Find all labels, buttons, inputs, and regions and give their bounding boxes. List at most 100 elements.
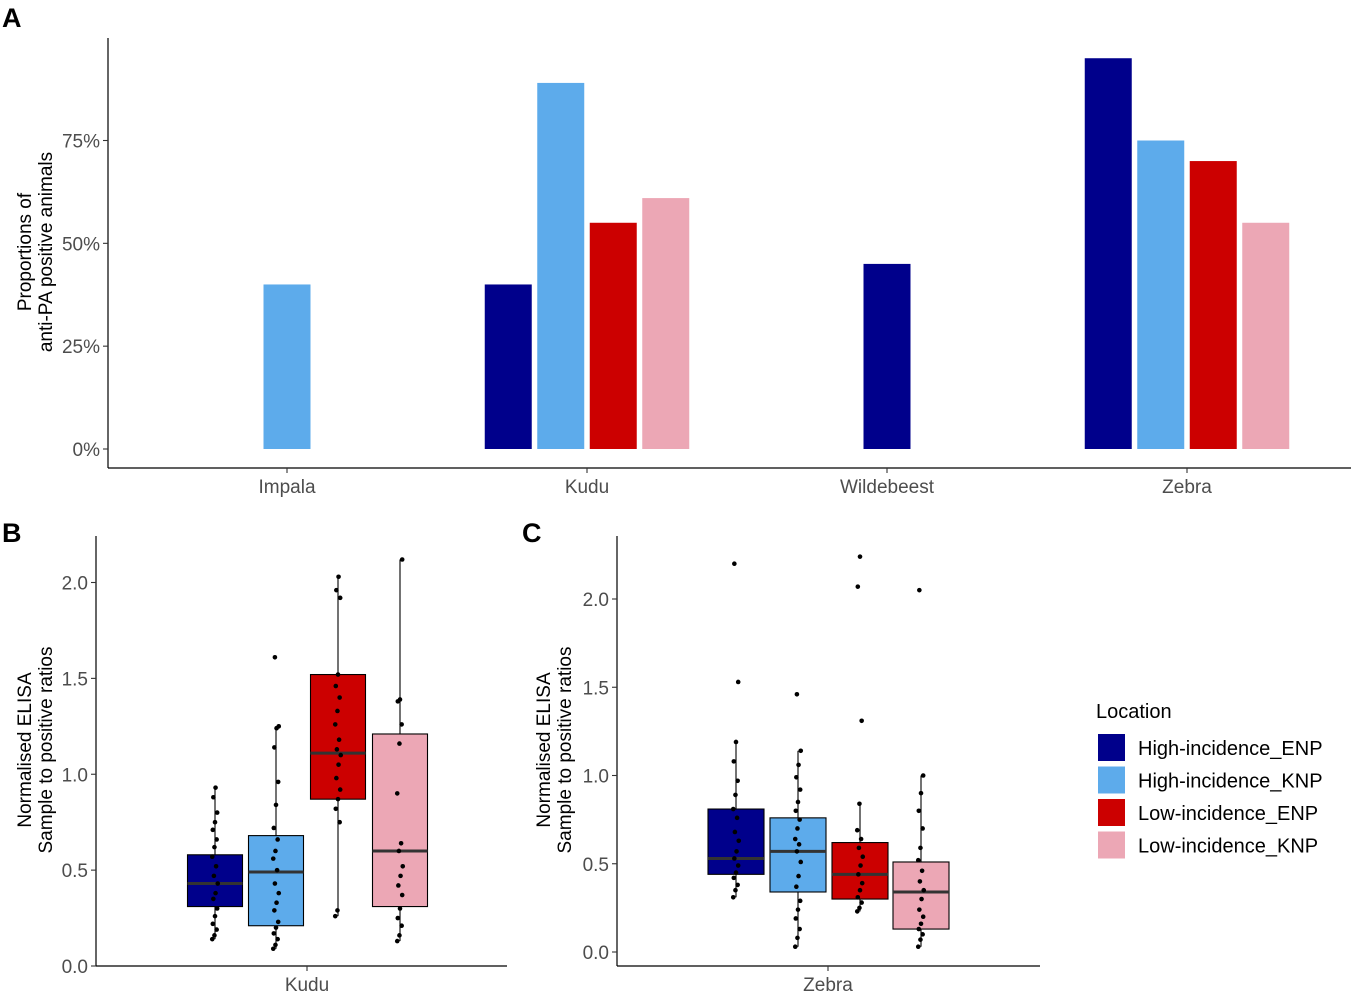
- data-point: [334, 775, 339, 781]
- data-point: [338, 752, 344, 758]
- data-point: [336, 737, 342, 743]
- data-point: [209, 936, 215, 942]
- panel-a-ylabel-line2: anti-PA positive animals: [36, 152, 57, 352]
- data-point: [272, 745, 277, 750]
- panel-a-category-impala: Impala: [258, 477, 315, 498]
- panel-a-ylabel-line1: Proportions of: [15, 192, 36, 311]
- box-low-incidence-knp: [371, 557, 429, 944]
- data-point: [796, 762, 801, 768]
- data-point: [735, 863, 741, 868]
- data-point: [335, 672, 341, 677]
- data-point: [730, 894, 736, 900]
- bar-kudu-high-incidence-knp: [537, 82, 585, 449]
- data-point: [214, 906, 220, 911]
- panel-b-ytick-label: 2.0: [62, 574, 88, 595]
- panel-label-a: A: [2, 3, 22, 33]
- data-point: [797, 926, 802, 932]
- iqr-box: [371, 733, 429, 908]
- data-point: [335, 708, 340, 714]
- data-point: [857, 554, 863, 559]
- data-point: [736, 838, 742, 844]
- data-point: [795, 935, 800, 941]
- data-point: [211, 794, 216, 800]
- legend-title: Location: [1096, 701, 1172, 723]
- panel-a-bars: [263, 58, 1290, 450]
- data-point: [336, 574, 341, 580]
- data-point: [796, 873, 801, 879]
- data-point: [735, 778, 740, 784]
- data-point: [396, 848, 402, 854]
- data-point: [797, 817, 802, 822]
- data-point: [394, 938, 400, 944]
- panel-c-ylabel-line2: Sample to positive ratios: [555, 647, 576, 854]
- iqr-box: [309, 673, 367, 800]
- data-point: [733, 887, 738, 893]
- data-point: [856, 872, 861, 877]
- panel-a-category-zebra: Zebra: [1162, 477, 1212, 498]
- data-point: [733, 870, 739, 875]
- data-point: [212, 844, 217, 850]
- data-point: [213, 890, 218, 896]
- data-point: [395, 915, 401, 921]
- data-point: [212, 913, 218, 919]
- data-point: [732, 856, 737, 861]
- data-point: [337, 595, 343, 601]
- data-point: [333, 683, 339, 689]
- panel-b-ytick-label: 1.5: [62, 669, 88, 690]
- panel-b-category-label: Kudu: [285, 975, 329, 992]
- box-low-incidence-enp: [309, 574, 367, 919]
- data-point: [858, 863, 863, 868]
- data-point: [213, 785, 218, 790]
- data-point: [795, 907, 801, 912]
- panel-c-ytick-label: 1.0: [583, 767, 609, 788]
- data-point: [215, 881, 221, 886]
- panel-label-b: B: [2, 518, 22, 548]
- panel-c-ytick-label: 1.5: [583, 678, 609, 699]
- data-point: [399, 892, 405, 898]
- data-point: [794, 774, 799, 780]
- data-point: [918, 937, 923, 942]
- data-point: [920, 914, 926, 919]
- data-point: [921, 887, 927, 893]
- data-point: [275, 936, 280, 942]
- data-point: [271, 825, 277, 831]
- data-point: [397, 741, 402, 746]
- legend-label-low-incidence-enp: Low-incidence_ENP: [1138, 803, 1318, 825]
- panel-label-c: C: [522, 518, 542, 548]
- data-point: [917, 879, 923, 884]
- data-point: [397, 697, 403, 702]
- data-point: [735, 882, 740, 888]
- data-point: [332, 913, 338, 919]
- data-point: [857, 887, 863, 893]
- data-point: [859, 900, 864, 905]
- panel-b-ytick-label: 0.5: [62, 861, 88, 882]
- data-point: [798, 748, 804, 754]
- data-point: [273, 942, 278, 948]
- data-point: [398, 840, 404, 846]
- data-point: [276, 890, 282, 896]
- panel-b-ylabel-line2: Sample to positive ratios: [36, 647, 57, 854]
- box-low-incidence-enp: [831, 554, 889, 914]
- data-point: [210, 827, 216, 833]
- data-point: [399, 722, 404, 727]
- data-point: [793, 808, 799, 814]
- bar-kudu-low-incidence-enp: [589, 222, 637, 449]
- box-high-incidence-knp: [247, 654, 305, 952]
- data-point: [214, 927, 219, 932]
- data-point: [733, 739, 739, 745]
- data-point: [917, 907, 922, 912]
- panel-c-ytick-label: 0.0: [583, 943, 609, 964]
- panel-c-box-chart: 0.0 0.5 1.0 1.5 2.0 Zebra Normalised ELISA Sa…: [534, 536, 1040, 992]
- panel-a-category-wildebeest: Wildebeest: [840, 477, 935, 498]
- panel-a-bar-chart: 0% 25% 50% 75% Impala Kudu Wildebeest Zebra Pro…: [15, 38, 1351, 498]
- legend: Location High-incidence_ENPHigh-incidenc…: [1096, 701, 1323, 859]
- data-point: [735, 679, 741, 685]
- data-point: [734, 815, 740, 821]
- panel-a-ytick-label: 0%: [73, 440, 101, 461]
- data-point: [397, 933, 402, 938]
- data-point: [397, 906, 403, 911]
- panel-b-plot: 0.0 0.5 1.0 1.5 2.0 Kudu: [62, 536, 507, 992]
- data-point: [334, 587, 339, 593]
- data-point: [214, 810, 220, 815]
- data-point: [918, 790, 924, 796]
